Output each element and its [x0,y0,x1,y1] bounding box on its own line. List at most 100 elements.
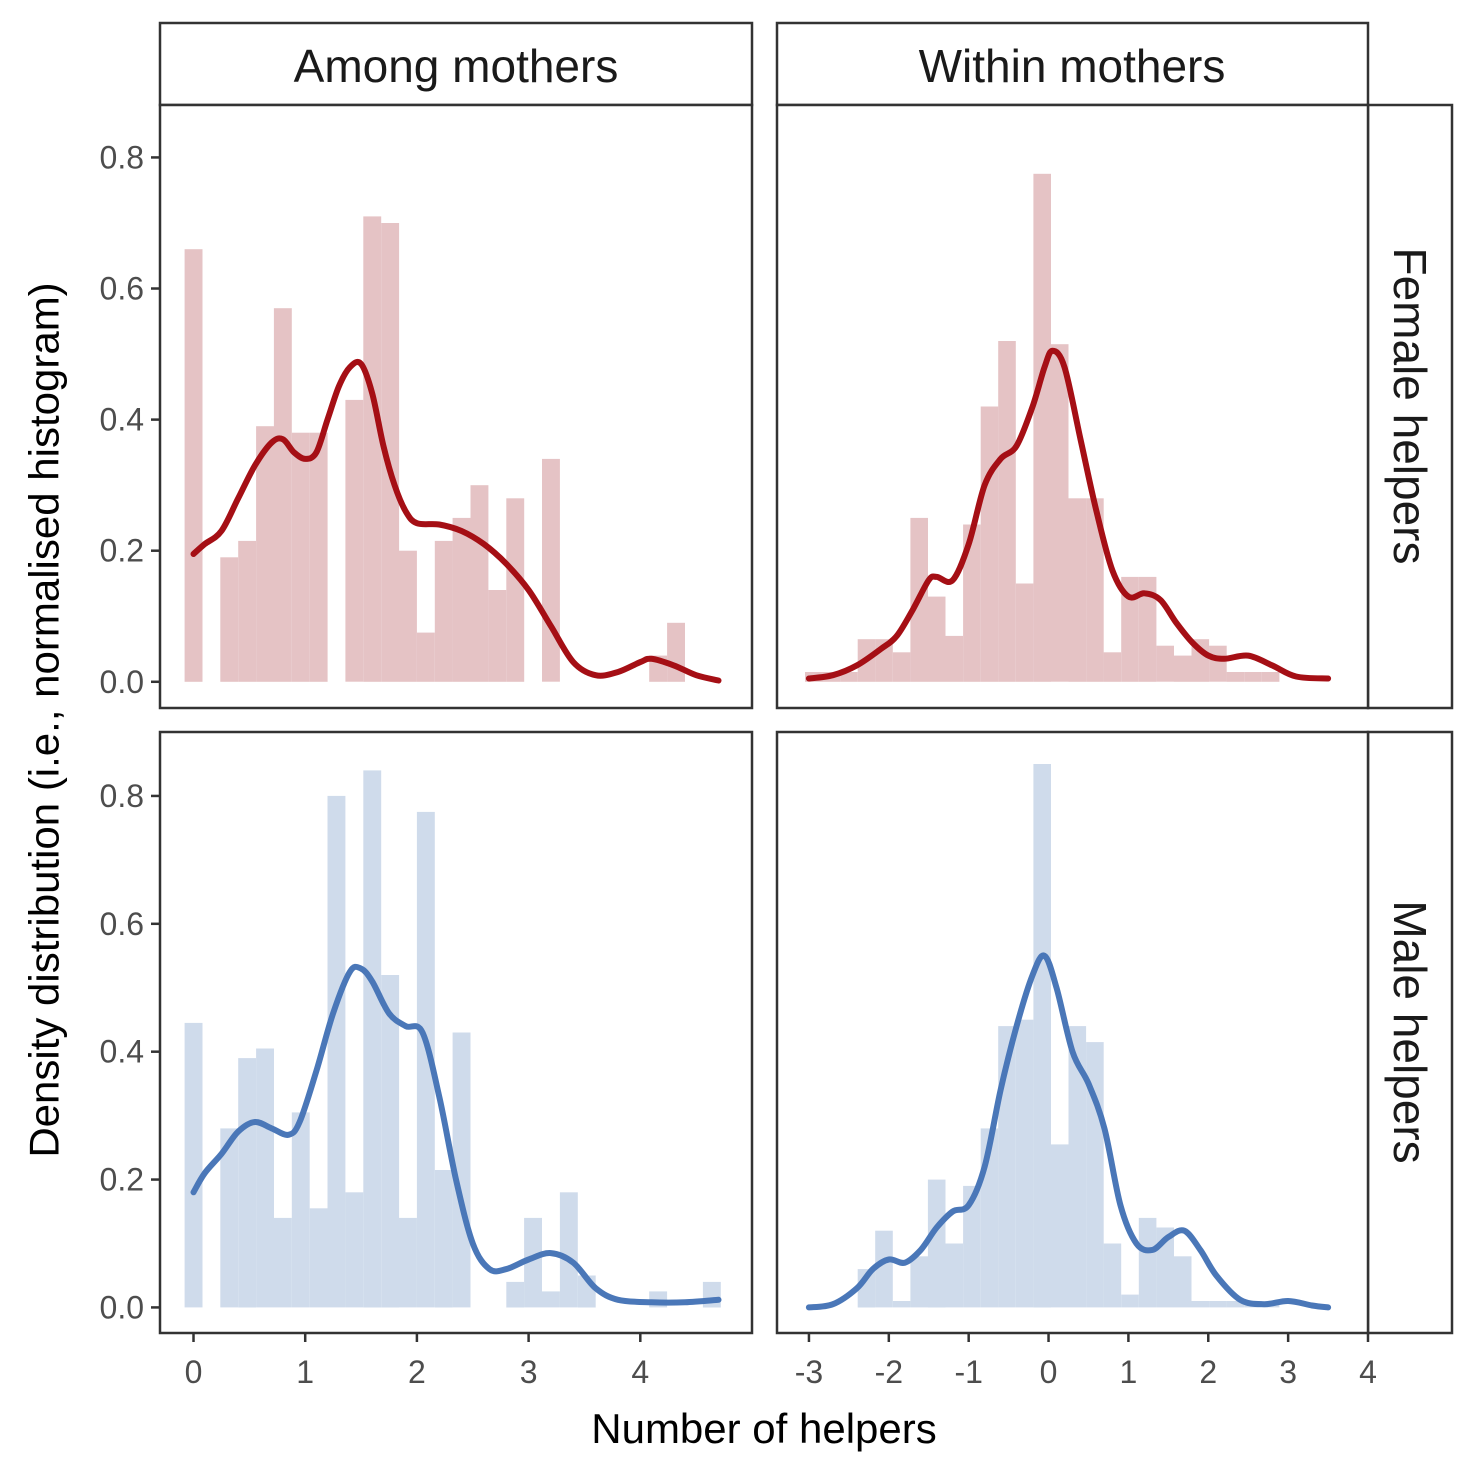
histogram-bar [291,1112,310,1308]
col-strip-among-label: Among mothers [294,40,619,92]
histogram-bar [927,596,946,682]
histogram-bar [309,432,328,682]
x-tick-label: 2 [1199,1354,1217,1390]
histogram-bar [910,1256,928,1308]
histogram-bar [1244,672,1262,682]
histogram-bar [840,672,858,682]
histogram-bar [399,1217,417,1308]
histogram-bar [542,1291,560,1308]
histogram-bar [506,1281,525,1308]
x-tick-label: 3 [520,1354,538,1390]
histogram-bar [945,635,964,682]
histogram-bar [184,249,203,682]
x-tick-label: 0 [1040,1354,1058,1390]
histogram-bar [1015,583,1034,682]
histogram-bar [1226,672,1245,682]
histogram-bar [963,524,981,682]
row-strip-male-label: Male helpers [1384,900,1436,1163]
histogram-bar [1050,1144,1069,1308]
histogram-bar [488,590,507,682]
histogram-bar [559,1192,578,1308]
histogram-bar [238,1058,257,1308]
x-tick-label: -3 [795,1354,823,1390]
histogram-bar [381,975,400,1308]
histogram-bar [184,1022,203,1308]
histogram-bar [1068,498,1087,682]
histogram-bar [945,1243,964,1308]
histogram-bar [1086,498,1104,682]
histogram-bar [1033,764,1051,1308]
histogram-bar [963,1185,981,1308]
histogram-bar [1173,655,1192,682]
histogram-bar [980,406,999,682]
histogram-bar [1121,576,1139,682]
y-axis-title: Density distribution (i.e., normalised h… [21,282,68,1157]
histogram-bar [345,1192,364,1308]
histogram-bar [506,498,525,682]
histogram-bar [1033,173,1051,682]
density-curve [190,359,722,684]
y-tick-label: 0.2 [100,1162,144,1198]
histogram-bar [1156,645,1174,682]
histogram-bar [1226,1301,1245,1308]
histogram-bar [998,1026,1016,1308]
histogram-bar [667,622,685,682]
x-tick-label: 3 [1279,1354,1297,1390]
y-tick-label: 0.0 [100,1289,144,1325]
histogram-bar [470,485,489,682]
histogram-bar [1191,1301,1210,1308]
density-curve [190,963,722,1306]
histogram-bar [1121,1294,1139,1308]
y-tick-label: 0.6 [100,271,144,307]
histogram-bar [416,632,435,682]
histogram-bar [1103,652,1122,682]
histogram-bar [434,1170,453,1308]
histogram-bar [416,811,435,1308]
row-strip-female-label: Female helpers [1384,247,1436,564]
panel-border [158,103,754,710]
panel-border [775,103,1370,710]
x-tick-label: -2 [875,1354,903,1390]
y-tick-label: 0.2 [100,533,144,569]
histogram-bar [1261,672,1280,682]
histogram-bar [927,1179,946,1308]
histogram-bar [542,458,560,682]
histogram-bar [220,557,239,682]
x-tick-label: -1 [954,1354,982,1390]
panel-female-among: 0.0 0.2 0.4 0.6 0.8 [100,103,754,710]
row-strip-male: Male helpers [1366,730,1454,1335]
row-strip-female: Female helpers [1366,103,1454,710]
histogram-bar [1138,576,1157,682]
histogram-bar [524,1217,542,1308]
x-tick-label: 4 [631,1354,649,1390]
y-tick-label: 0.4 [100,402,144,438]
x-tick-label: 1 [296,1354,314,1390]
panel-male-among: 0.0 0.2 0.4 0.6 0.8 0 1 2 3 4 [100,730,754,1390]
panel-border [775,730,1370,1335]
panel-male-within: -3 -2 -1 0 1 2 3 4 [775,730,1377,1390]
histogram-bar [256,1048,274,1308]
histogram-bar [381,223,400,682]
density-curve [805,952,1332,1311]
y-tick-label: 0.4 [100,1034,144,1070]
histogram-bar [327,795,346,1308]
histogram-bar [1103,1243,1122,1308]
histogram-bar [238,540,257,682]
histogram-bar [875,1230,893,1308]
histogram-bar [291,432,310,682]
histogram-bar [434,540,453,682]
col-strip-among: Among mothers [158,21,754,107]
histogram-bar [220,1128,239,1308]
histogram-bar [452,1032,471,1308]
histogram-bar [892,1301,911,1308]
x-tick-label: 0 [185,1354,203,1390]
histogram-bar [363,770,382,1308]
panel-border [158,730,754,1335]
histogram-bar [399,550,417,682]
x-tick-label: 1 [1120,1354,1138,1390]
histogram-bar [273,308,292,682]
panel-female-within [775,103,1370,710]
col-strip-within-label: Within mothers [919,40,1226,92]
y-tick-label: 0.8 [100,139,144,175]
histogram-bar [1209,1301,1227,1308]
